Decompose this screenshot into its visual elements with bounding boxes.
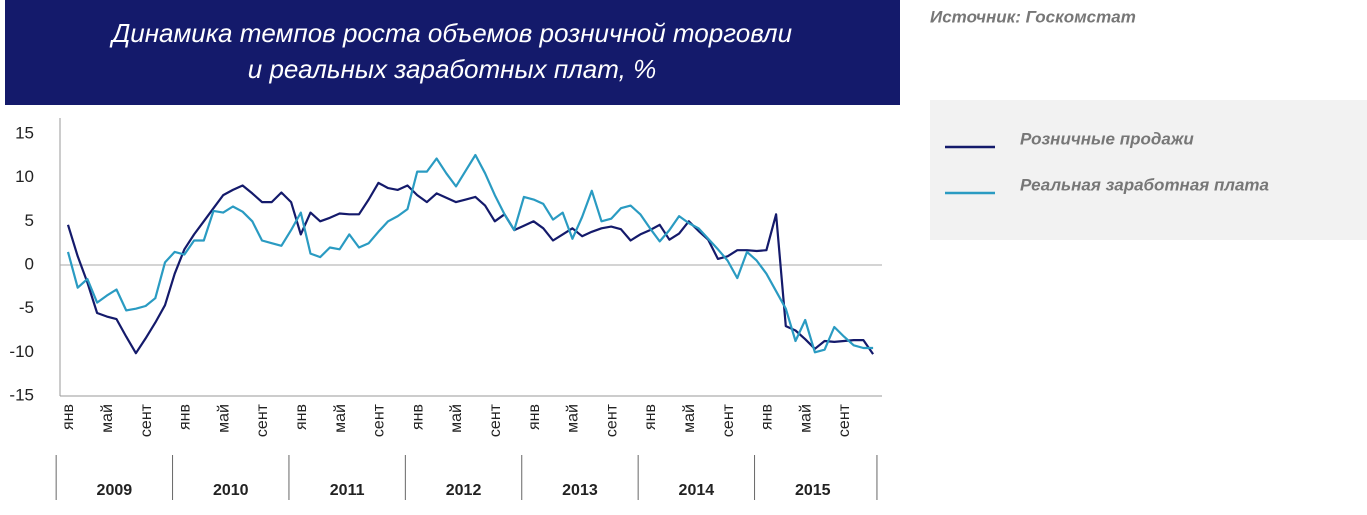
y-tick-label: -5 [19,298,34,317]
x-tick-label: сент [836,403,853,437]
y-tick-label: -10 [9,342,34,361]
x-tick-label: янв [293,404,310,430]
x-tick-label: янв [60,404,77,430]
y-tick-label: 10 [15,167,34,186]
y-tick-label: 5 [25,211,34,230]
legend-box [930,100,1367,240]
x-tick-label: сент [371,403,388,437]
x-tick-label: сент [720,403,737,437]
year-label: 2010 [213,482,249,499]
x-tick-label: май [565,404,582,433]
x-tick-label: май [681,404,698,433]
title-box [5,0,900,105]
x-tick-label: май [99,404,116,433]
x-tick-label: сент [487,403,504,437]
legend-label: Реальная заработная плата [1020,175,1269,194]
year-label: 2011 [330,482,365,499]
x-tick-label: янв [642,404,659,430]
series-line [66,181,875,355]
y-tick-label: -15 [9,385,34,404]
x-tick-label: сент [603,403,620,437]
x-tick-label: янв [409,404,426,430]
x-tick-label: янв [177,404,194,430]
year-label: 2009 [97,482,133,499]
y-tick-label: 0 [25,254,34,273]
x-tick-label: янв [526,404,543,430]
chart-title: и реальных заработных плат, % [248,54,656,84]
x-tick-label: май [215,404,232,433]
year-label: 2015 [795,482,831,499]
x-tick-label: май [332,404,349,433]
chart-title: Динамика темпов роста объемов розничной … [109,18,792,48]
year-label: 2013 [562,482,598,499]
series-line [66,153,874,354]
x-tick-label: май [797,404,814,433]
x-tick-label: май [448,404,465,433]
source: Источник: Госкомстат [930,7,1136,26]
legend-label: Розничные продажи [1020,129,1194,148]
x-tick-label: сент [138,403,155,437]
x-tick-label: янв [759,404,776,430]
y-tick-label: 15 [15,123,34,142]
x-tick-label: сент [254,403,271,437]
year-label: 2014 [679,482,715,499]
year-label: 2012 [446,482,482,499]
